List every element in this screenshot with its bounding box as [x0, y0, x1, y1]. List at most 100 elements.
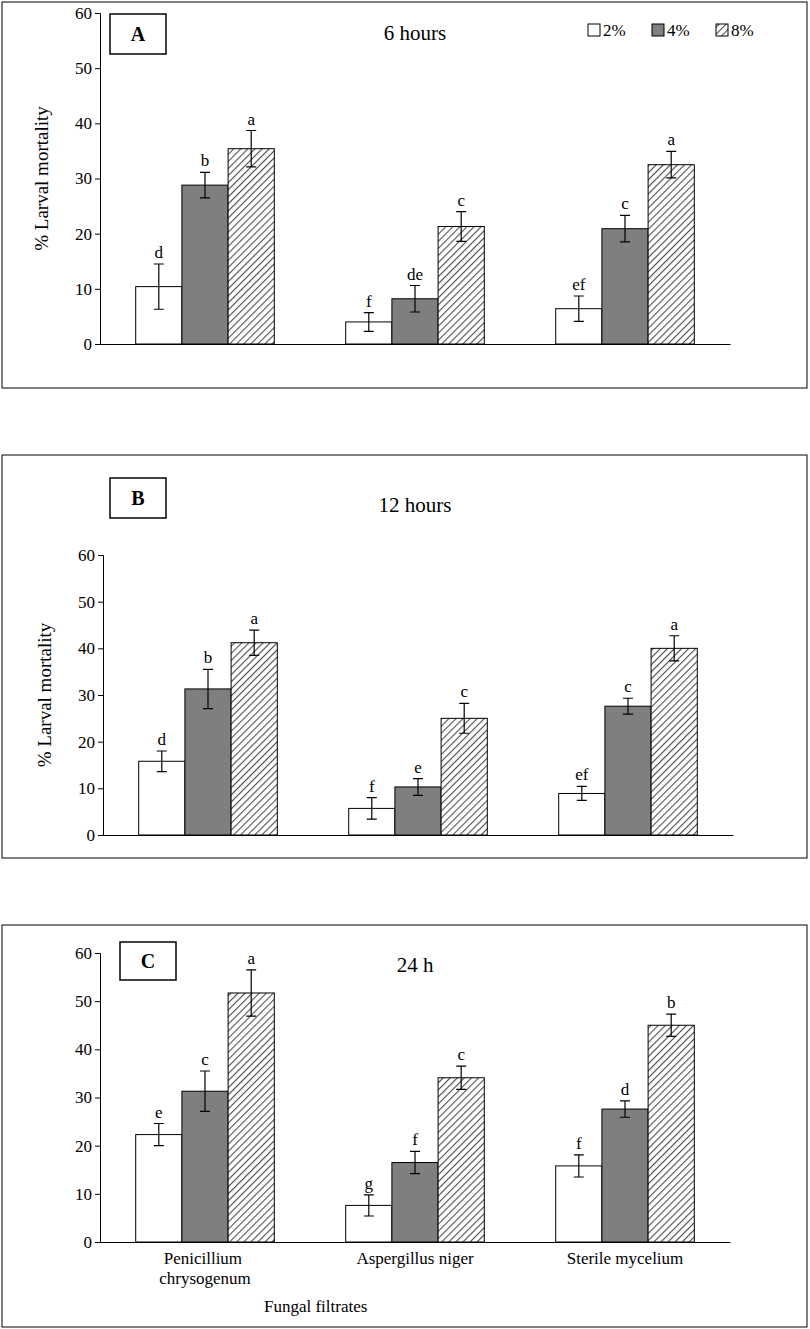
panel: 0102030405060Penicillium chrysogenumAspe… [2, 925, 807, 1327]
significance-letter: f [412, 1130, 418, 1149]
error-bar [666, 1014, 676, 1036]
significance-letter: f [366, 292, 372, 311]
significance-letter: f [369, 777, 375, 796]
error-bar [577, 786, 587, 800]
error-bar [410, 1151, 420, 1173]
y-tick-label: 0 [87, 826, 96, 845]
y-tick-label: 10 [75, 1185, 92, 1204]
significance-letter: b [667, 993, 676, 1012]
significance-letter: a [670, 615, 678, 634]
y-tick-label: 20 [75, 1137, 92, 1156]
significance-letter: a [250, 609, 258, 628]
y-tick: 60 [75, 4, 100, 23]
error-bar [157, 751, 167, 772]
bar [648, 1025, 694, 1242]
y-tick-mark [98, 555, 103, 556]
error-bar [666, 151, 676, 177]
error-bar [574, 1155, 584, 1177]
y-tick-label: 40 [78, 639, 95, 658]
panel-label: A [131, 23, 146, 45]
panel-label: C [141, 950, 155, 972]
y-tick: 30 [75, 169, 100, 188]
y-tick-mark [95, 1242, 100, 1243]
significance-letter: de [407, 265, 423, 284]
y-tick: 50 [78, 593, 103, 612]
significance-letter: d [621, 1080, 630, 1099]
y-tick-mark [98, 742, 103, 743]
significance-letter: ef [572, 275, 586, 294]
y-tick-mark [98, 602, 103, 603]
y-tick-mark [95, 1001, 100, 1002]
y-tick-label: 30 [75, 1088, 92, 1107]
y-tick: 10 [78, 779, 103, 798]
significance-letter: c [201, 1050, 209, 1069]
y-tick-label: 50 [78, 593, 95, 612]
panel-frame [2, 455, 807, 858]
panel-label-box [110, 14, 166, 54]
error-bar [249, 630, 259, 655]
significance-letter: f [576, 1134, 582, 1153]
y-axis-line [98, 556, 104, 836]
y-axis-line [95, 954, 101, 1243]
y-tick-label: 50 [75, 992, 92, 1011]
y-tick-mark [95, 123, 100, 124]
y-tick-mark [98, 648, 103, 649]
significance-letter: b [204, 648, 213, 667]
y-tick-label: 60 [78, 546, 95, 565]
x-tick-label: Sterile mycelium [567, 1249, 684, 1268]
y-tick: 10 [75, 1185, 100, 1204]
y-tick: 40 [75, 114, 100, 133]
error-bar [154, 264, 164, 309]
y-tick-mark [95, 953, 100, 954]
x-tick: Penicillium chrysogenum [159, 1242, 251, 1288]
bar [228, 149, 274, 344]
y-tick: 30 [78, 686, 103, 705]
y-tick-label: 40 [75, 1040, 92, 1059]
x-axis-title: Fungal filtrates [264, 1297, 367, 1316]
y-axis-title: % Larval mortality [34, 622, 55, 767]
y-tick: 50 [75, 992, 100, 1011]
panel: 0102030405060dfefbdecaca6 hoursA% Larval… [2, 2, 807, 388]
y-tick-mark [95, 13, 100, 14]
plot-texts: egfcfdacb [155, 949, 675, 1193]
bar [182, 1091, 228, 1242]
y-tick-label: 30 [75, 169, 92, 188]
y-tick-mark [95, 1098, 100, 1099]
x-tick: Sterile mycelium [567, 1242, 684, 1268]
x-axis-line [101, 1242, 731, 1243]
y-axis: 0102030405060 [75, 4, 101, 354]
y-tick: 60 [78, 546, 103, 565]
panel: 0102030405060dfefbecaca12 hoursB% Larval… [2, 455, 807, 858]
x-tick-label: Aspergillus niger [356, 1249, 474, 1268]
error-bar [246, 131, 256, 167]
x-tick-label: Penicillium chrysogenum [159, 1249, 251, 1288]
error-bar [200, 1071, 210, 1111]
figure: 0102030405060dfefbdecaca6 hoursA% Larval… [0, 0, 810, 1329]
legend-label: 4% [667, 21, 690, 40]
error-bar [364, 1195, 374, 1216]
significance-letter: c [457, 1045, 465, 1064]
y-tick: 40 [78, 639, 103, 658]
plot-marks [136, 131, 695, 344]
error-bar [620, 1101, 630, 1117]
x-axis-line [101, 344, 731, 345]
x-axis-line [104, 835, 734, 836]
bar [136, 1135, 182, 1242]
y-tick-mark [95, 1049, 100, 1050]
y-tick: 0 [84, 335, 101, 354]
y-tick-label: 0 [84, 335, 93, 354]
legend-swatch [652, 24, 664, 36]
significance-letter: a [247, 949, 255, 968]
bar [185, 689, 231, 835]
y-tick-label: 10 [75, 280, 92, 299]
y-tick-label: 20 [75, 225, 92, 244]
significance-letter: b [201, 151, 210, 170]
legend-swatch [716, 24, 728, 36]
y-tick: 0 [84, 1233, 101, 1252]
significance-letter: g [365, 1174, 374, 1193]
significance-letter: d [155, 243, 164, 262]
y-axis: 0102030405060 [75, 944, 101, 1252]
y-tick-label: 0 [84, 1233, 93, 1252]
panel-label-box [120, 942, 176, 980]
bar [651, 648, 697, 835]
